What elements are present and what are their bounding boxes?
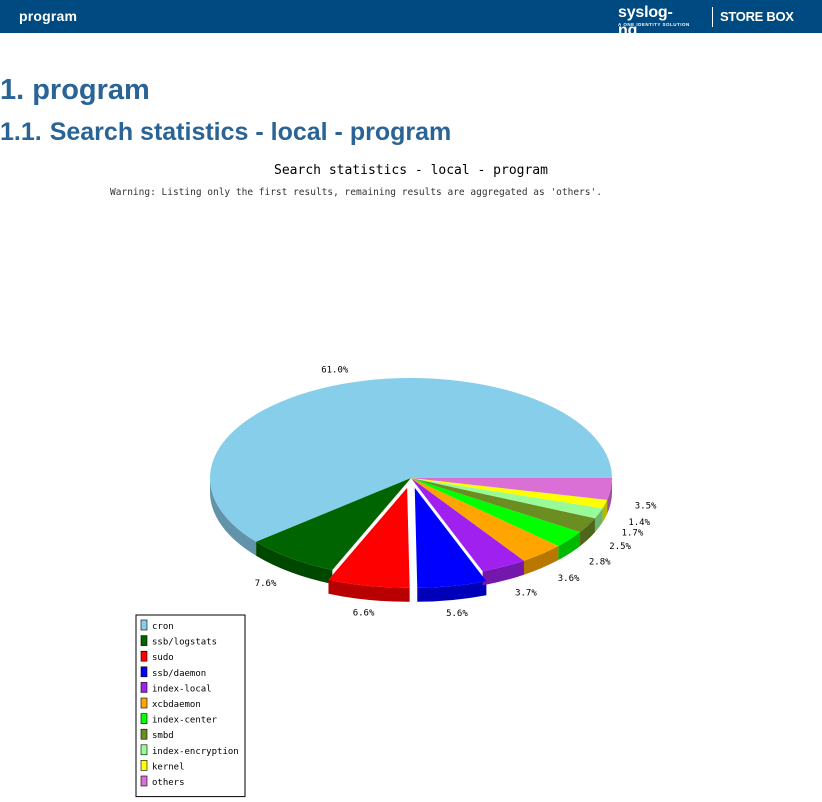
- pie-side-index-encryption: [594, 508, 603, 533]
- pie-side-ssb-daemon: [417, 581, 487, 602]
- chart-subtitle: Warning: Listing only the first results,…: [110, 187, 602, 198]
- legend-label-index-encryption: index-encryption: [152, 747, 239, 757]
- legend-swatch-xcbdaemon: [140, 697, 148, 709]
- pie-tops: [209, 378, 612, 588]
- legend-box: [135, 614, 246, 798]
- slice-label-xcbdaemon: 3.6%: [558, 574, 580, 584]
- section-number: 1.: [0, 74, 25, 106]
- pie-side-cron: [210, 478, 257, 556]
- pie-sides: [210, 478, 612, 602]
- slice-label-others: 3.5%: [635, 501, 657, 511]
- chart-legend: cron ssb/logstats sudo ssb/daemon index-loca…: [135, 614, 246, 798]
- pie-labels: 61.0% 7.6% 6.6% 5.6% 3.7% 3.6% 2.8% 2.5% 1.7%1.4…: [255, 366, 657, 619]
- slice-label-cron: 61.0%: [321, 366, 349, 376]
- pie-side-xcbdaemon: [523, 545, 559, 575]
- pie-slice-index-local: [411, 478, 524, 572]
- pie-side-index-center: [558, 532, 581, 560]
- slice-label-smbd: 2.5%: [609, 542, 631, 552]
- subsection-title: Search statistics - local - program: [49, 118, 452, 146]
- legend-label-sudo: sudo: [152, 653, 174, 663]
- legend-label-index-center: index-center: [152, 716, 218, 726]
- pie-side-ssb-logstats: [256, 541, 333, 585]
- pie-slice-kernel: [411, 478, 608, 509]
- subsection-number: 1.1.: [0, 118, 42, 146]
- brand-separator: [712, 7, 713, 27]
- brand-tagline: A ONE IDENTITY SOLUTION: [618, 22, 690, 27]
- legend-label-index-local: index-local: [152, 684, 212, 694]
- pie-slice-others: [411, 478, 612, 500]
- legend-swatch-index-center: [140, 713, 148, 724]
- legend-label-cron: cron: [152, 622, 174, 632]
- legend-swatch-others: [140, 775, 148, 787]
- legend-label-others: others: [152, 778, 185, 788]
- legend-swatch-sudo: [140, 650, 148, 662]
- top-bar: program syslog-ng A ONE IDENTITY SOLUTIO…: [0, 0, 822, 39]
- slice-label-ssb-daemon: 5.6%: [446, 609, 468, 619]
- slice-label-index-local: 3.7%: [515, 588, 537, 598]
- pie-side-index-local: [482, 560, 524, 586]
- pie-slice-smbd: [411, 478, 595, 533]
- slice-label-sudo: 6.6%: [353, 609, 375, 619]
- pie-slice-index-center: [411, 478, 581, 546]
- legend-swatch-ssb-logstats: [140, 635, 148, 646]
- slice-label-ssb-logstats: 7.6%: [255, 579, 277, 589]
- pie-side-smbd: [580, 518, 595, 547]
- pie-chart: Search statistics - local - program Warn…: [110, 163, 657, 798]
- section-title: program: [32, 74, 150, 106]
- chart-title: Search statistics - local - program: [274, 163, 548, 178]
- pie-slice-cron: [209, 378, 612, 542]
- legend-swatch-cron: [140, 619, 148, 631]
- brand-logo-text: syslog-ng: [618, 4, 673, 39]
- brand-product: STORE BOX: [720, 9, 794, 24]
- pie-slice-ssb-logstats: [256, 478, 411, 571]
- legend-label-kernel: kernel: [152, 762, 185, 772]
- legend-label-ssb-logstats: ssb/logstats: [152, 638, 217, 648]
- slice-label-kernel: 1.4%: [628, 518, 650, 528]
- pie-side-sudo: [328, 579, 410, 602]
- legend-swatch-ssb-daemon: [140, 666, 148, 678]
- slice-label-index-encryption: 1.7%: [622, 529, 644, 539]
- pie-slice-xcbdaemon: [411, 478, 559, 561]
- legend-label-smbd: smbd: [152, 731, 174, 741]
- legend-label-ssb-daemon: ssb/daemon: [152, 669, 206, 679]
- pie-side-others: [607, 478, 612, 514]
- pie-slice-ssb-daemon: [414, 487, 487, 588]
- legend-swatch-index-local: [140, 682, 148, 693]
- section-heading: 1. program: [0, 74, 150, 107]
- pie-slice-sudo: [328, 487, 410, 588]
- slice-label-index-center: 2.8%: [589, 558, 611, 568]
- legend-swatch-index-encryption: [140, 744, 148, 756]
- legend-swatch-kernel: [140, 760, 148, 771]
- legend-swatch-smbd: [140, 728, 148, 740]
- subsection-heading: 1.1. Search statistics - local - program: [0, 118, 451, 147]
- pie-slice-index-encryption: [411, 478, 603, 519]
- pie-side-kernel: [602, 499, 608, 523]
- page-header-title: program: [19, 8, 78, 24]
- legend-label-xcbdaemon: xcbdaemon: [152, 700, 201, 710]
